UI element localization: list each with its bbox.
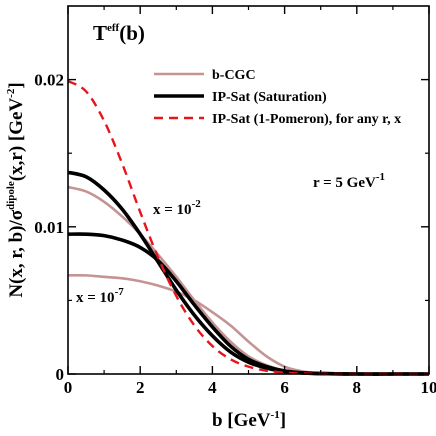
y-tick-label: 0 bbox=[56, 365, 65, 384]
series-line-3 bbox=[67, 170, 430, 376]
x-tick-label: 4 bbox=[208, 378, 217, 397]
legend: b-CGC IP-Sat (Saturation) IP-Sat (1-Pomero… bbox=[154, 68, 401, 127]
x-tick-label: 0 bbox=[64, 378, 73, 397]
chart-title: Teff(b) bbox=[93, 21, 145, 45]
x-annotation-1e-7: x = 10-7 bbox=[76, 286, 124, 306]
x-tick-label: 10 bbox=[421, 378, 436, 397]
legend-label-2: IP-Sat (Saturation) bbox=[212, 90, 327, 105]
legend-label-1: b-CGC bbox=[212, 68, 256, 83]
series-line-4 bbox=[67, 232, 430, 376]
ticks-layer: 0 2 4 6 8 10 0 0.01 0.02 bbox=[34, 6, 436, 397]
r-annotation: r = 5 GeV-1 bbox=[313, 171, 385, 191]
x-axis-title: b [GeV-1] bbox=[212, 409, 286, 431]
x-tick-label: 8 bbox=[353, 378, 362, 397]
x-annotation-1e-2: x = 10-2 bbox=[153, 198, 201, 218]
x-tick-label: 6 bbox=[280, 378, 289, 397]
y-tick-label: 0.01 bbox=[34, 218, 64, 237]
series-line-1 bbox=[67, 185, 430, 376]
y-tick-label: 0.02 bbox=[34, 71, 64, 90]
legend-label-3: IP-Sat (1-Pomeron), for any r, x bbox=[212, 112, 401, 127]
x-tick-label: 2 bbox=[136, 378, 145, 397]
y-axis-title: N(x, r, b)/σdipole(x,r) [GeV-2] bbox=[5, 82, 27, 297]
